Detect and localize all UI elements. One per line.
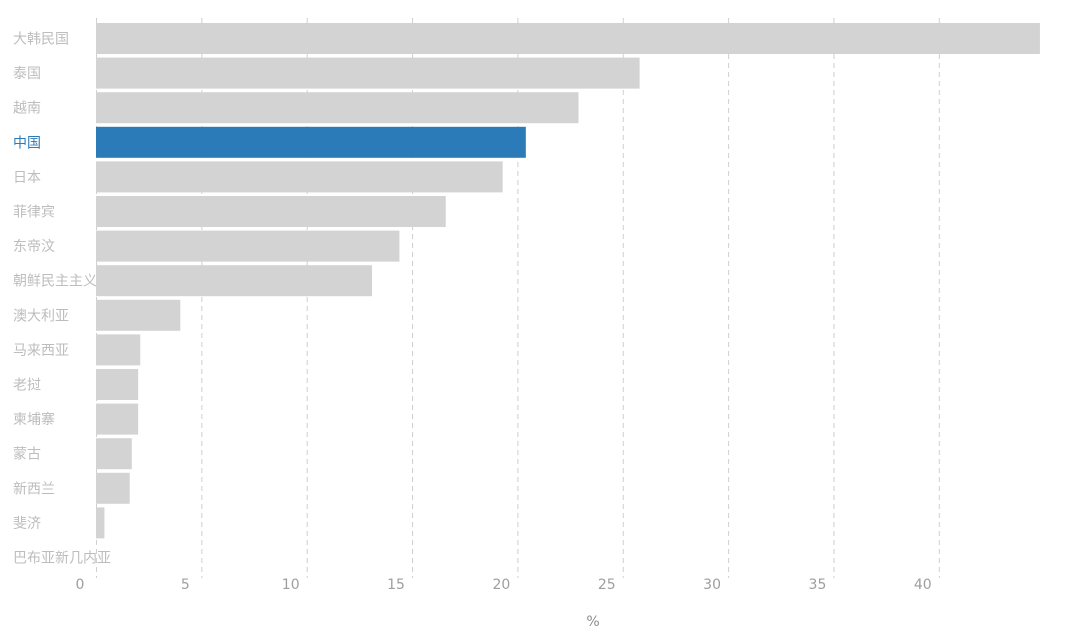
category-label-5: 菲律宾 xyxy=(13,205,55,221)
bar-2[interactable] xyxy=(96,92,579,124)
bar-10[interactable] xyxy=(96,369,139,400)
bars xyxy=(96,23,1040,539)
category-label-4: 日本 xyxy=(13,170,41,186)
x-tick-label-40: 40 xyxy=(914,577,932,593)
category-label-11: 柬埔寨 xyxy=(13,411,55,428)
x-tick-label-15: 15 xyxy=(387,577,405,593)
category-label-10: 老挝 xyxy=(13,378,41,394)
x-tick-label-10: 10 xyxy=(282,577,300,593)
x-axis-title: % xyxy=(586,614,599,630)
bar-4[interactable] xyxy=(96,161,503,193)
x-tick-label-35: 35 xyxy=(809,577,827,593)
bar-0[interactable] xyxy=(96,23,1040,54)
x-tick-label-20: 20 xyxy=(492,577,510,593)
category-label-7: 朝鲜民主主义 xyxy=(13,274,97,290)
category-label-3: 中国 xyxy=(13,135,41,151)
x-tick-label-0: 0 xyxy=(76,577,85,593)
bar-1[interactable] xyxy=(96,57,640,89)
x-axis-ticks: 0 5 10 15 20 25 30 35 40 xyxy=(76,577,932,593)
bar-7[interactable] xyxy=(96,265,373,297)
category-label-9: 马来西亚 xyxy=(13,343,69,359)
category-label-2: 越南 xyxy=(13,101,41,117)
bar-5[interactable] xyxy=(96,196,446,227)
x-tick-label-25: 25 xyxy=(598,577,616,593)
category-label-12: 蒙古 xyxy=(13,447,41,463)
bar-8[interactable] xyxy=(96,299,181,331)
category-label-8: 澳大利亚 xyxy=(13,308,69,324)
category-labels: 大韩民国泰国越南中国日本菲律宾东帝汶朝鲜民主主义澳大利亚马来西亚老挝柬埔寨蒙古新… xyxy=(13,32,111,567)
category-label-15: 巴布亚新几内亚 xyxy=(13,551,111,567)
x-tick-label-5: 5 xyxy=(181,577,190,593)
bar-11[interactable] xyxy=(96,403,139,435)
bar-6[interactable] xyxy=(96,230,400,262)
category-label-14: 斐济 xyxy=(13,516,41,532)
category-label-1: 泰国 xyxy=(13,66,41,82)
bar-13[interactable] xyxy=(96,472,130,504)
category-label-0: 大韩民国 xyxy=(13,32,69,48)
category-label-6: 东帝汶 xyxy=(13,238,55,255)
bar-14[interactable] xyxy=(96,507,105,539)
bar-9[interactable] xyxy=(96,334,141,366)
bar-3[interactable] xyxy=(96,126,526,158)
x-tick-label-30: 30 xyxy=(703,577,721,593)
category-label-13: 新西兰 xyxy=(13,481,55,497)
bar-12[interactable] xyxy=(96,438,132,470)
